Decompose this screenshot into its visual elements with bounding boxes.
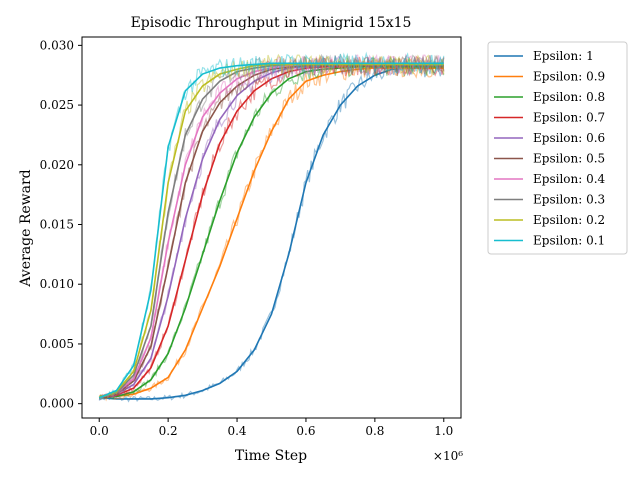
x-axis-ticks: 0.0 0.2 0.4 0.6 0.8 1.0	[90, 418, 453, 438]
y-tick-label: 0.005	[40, 337, 74, 351]
series-line	[98, 62, 444, 399]
x-tick-label: 0.2	[159, 424, 178, 438]
x-tick-label: 0.8	[365, 424, 384, 438]
legend-label: Epsilon: 0.7	[533, 111, 605, 125]
axes-frame	[81, 36, 462, 419]
series-line	[99, 67, 444, 400]
legend-label: Epsilon: 0.2	[533, 213, 605, 227]
legend-label: Epsilon: 0.6	[533, 131, 605, 145]
series-line	[99, 66, 444, 399]
legend-box	[487, 41, 628, 255]
chart-title: Episodic Throughput in Minigrid 15x15	[131, 15, 412, 31]
y-tick-label: 0.030	[40, 38, 74, 52]
series-line	[99, 64, 444, 399]
legend-label: Epsilon: 0.8	[533, 90, 605, 104]
x-tick-label: 0.0	[90, 424, 109, 438]
legend-label: Epsilon: 0.3	[533, 193, 605, 207]
series-line	[98, 63, 444, 399]
y-axis-ticks: 0.000 0.005 0.010 0.015 0.020 0.025 0.030	[40, 38, 82, 411]
x-axis-multiplier: ×10⁶	[433, 449, 463, 463]
series-lines	[98, 51, 445, 403]
legend-label: Epsilon: 0.1	[533, 234, 605, 248]
x-axis-label: Time Step	[235, 448, 307, 464]
legend-label: Epsilon: 0.4	[533, 172, 606, 186]
y-axis-label: Average Reward	[18, 169, 34, 287]
legend-label: Epsilon: 0.5	[533, 152, 605, 166]
y-tick-label: 0.000	[40, 397, 74, 411]
y-tick-label: 0.025	[40, 98, 74, 112]
x-tick-label: 0.4	[227, 424, 246, 438]
legend-label: Epsilon: 0.9	[533, 70, 605, 84]
series-line	[99, 67, 444, 399]
y-tick-label: 0.020	[40, 158, 74, 172]
legend: Epsilon: 1 Epsilon: 0.9 Epsilon: 0.8 Epsilo…	[494, 49, 606, 248]
y-tick-label: 0.010	[40, 277, 74, 291]
y-tick-label: 0.015	[40, 218, 74, 232]
x-tick-label: 0.6	[296, 424, 315, 438]
x-tick-label: 1.0	[434, 424, 453, 438]
legend-label: Epsilon: 1	[533, 49, 594, 63]
